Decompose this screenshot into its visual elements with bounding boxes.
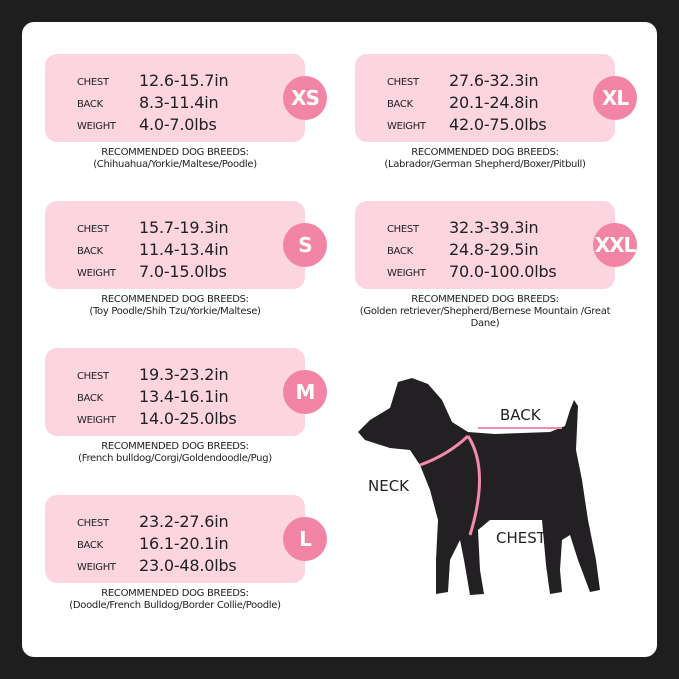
size-badge: XS: [283, 76, 327, 120]
weight-row: WEIGHT 23.0-48.0lbs: [77, 553, 277, 575]
breeds-list: (Toy Poodle/Shih Tzu/Yorkie/Maltese): [89, 306, 261, 317]
weight-label: WEIGHT: [77, 562, 116, 573]
size-block-m: CHEST 19.3-23.2in BACK 13.4-16.1in WEIGHT 14.…: [45, 348, 335, 465]
back-label: BACK: [387, 99, 413, 110]
size-block-xxl: CHEST 32.3-39.3in BACK 24.8-29.5in WEIGHT 70.…: [355, 201, 645, 330]
size-badge: S: [283, 223, 327, 267]
back-row: BACK 13.4-16.1in: [77, 384, 277, 406]
back-label: BACK: [77, 246, 103, 257]
size-card: CHEST 27.6-32.3in BACK 20.1-24.8in WEIGHT 42.…: [355, 54, 637, 142]
chest-row: CHEST 27.6-32.3in: [387, 68, 587, 90]
breeds-heading: RECOMMENDED DOG BREEDS:: [411, 147, 559, 158]
weight-label: WEIGHT: [77, 121, 116, 132]
neck-label: NECK: [368, 477, 410, 495]
size-badge: L: [283, 517, 327, 561]
back-label: BACK: [387, 246, 413, 257]
chest-value: 32.3-39.3in: [449, 218, 539, 237]
size-badge: XXL: [593, 223, 637, 267]
weight-row: WEIGHT 7.0-15.0lbs: [77, 259, 277, 281]
size-block-xl: CHEST 27.6-32.3in BACK 20.1-24.8in WEIGHT 42.…: [355, 54, 645, 171]
size-block-l: CHEST 23.2-27.6in BACK 16.1-20.1in WEIGHT 23.…: [45, 495, 335, 612]
weight-value: 23.0-48.0lbs: [139, 556, 237, 575]
breeds-heading: RECOMMENDED DOG BREEDS:: [411, 294, 559, 305]
recommended-breeds: RECOMMENDED DOG BREEDS: (Toy Poodle/Shih …: [45, 294, 305, 318]
weight-label: WEIGHT: [387, 121, 426, 132]
weight-value: 70.0-100.0lbs: [449, 262, 557, 281]
breeds-heading: RECOMMENDED DOG BREEDS:: [101, 588, 249, 599]
back-value: 16.1-20.1in: [139, 534, 229, 553]
recommended-breeds: RECOMMENDED DOG BREEDS: (Labrador/German …: [355, 147, 615, 171]
size-block-s: CHEST 15.7-19.3in BACK 11.4-13.4in WEIGHT 7.0…: [45, 201, 335, 318]
size-card: CHEST 15.7-19.3in BACK 11.4-13.4in WEIGHT 7.0…: [45, 201, 327, 289]
chest-value: 27.6-32.3in: [449, 71, 539, 90]
chest-label: CHEST: [77, 224, 109, 235]
weight-value: 7.0-15.0lbs: [139, 262, 227, 281]
back-value: 13.4-16.1in: [139, 387, 229, 406]
breeds-heading: RECOMMENDED DOG BREEDS:: [101, 294, 249, 305]
back-row: BACK 20.1-24.8in: [387, 90, 587, 112]
chest-value: 15.7-19.3in: [139, 218, 229, 237]
weight-row: WEIGHT 70.0-100.0lbs: [387, 259, 587, 281]
back-row: BACK 11.4-13.4in: [77, 237, 277, 259]
chest-label: CHEST: [387, 77, 419, 88]
chest-label: CHEST: [496, 529, 546, 547]
breeds-list: (Labrador/German Shepherd/Boxer/Pitbull): [384, 159, 586, 170]
recommended-breeds: RECOMMENDED DOG BREEDS: (French bulldog/C…: [45, 441, 305, 465]
breeds-list: (Golden retriever/Shepherd/Bernese Mount…: [359, 306, 611, 329]
chest-label: CHEST: [77, 371, 109, 382]
size-block-xs: CHEST 12.6-15.7in BACK 8.3-11.4in WEIGHT 4.0-…: [45, 54, 335, 171]
chest-row: CHEST 32.3-39.3in: [387, 215, 587, 237]
weight-value: 4.0-7.0lbs: [139, 115, 217, 134]
neck-strap: [419, 434, 470, 467]
back-row: BACK 16.1-20.1in: [77, 531, 277, 553]
weight-row: WEIGHT 42.0-75.0lbs: [387, 112, 587, 134]
chest-row: CHEST 23.2-27.6in: [77, 509, 277, 531]
size-card: CHEST 23.2-27.6in BACK 16.1-20.1in WEIGHT 23.…: [45, 495, 327, 583]
breeds-heading: RECOMMENDED DOG BREEDS:: [101, 441, 249, 452]
chest-strap: [466, 435, 482, 536]
chest-label: CHEST: [77, 518, 109, 529]
chest-label: CHEST: [387, 224, 419, 235]
chest-value: 23.2-27.6in: [139, 512, 229, 531]
breeds-list: (Doodle/French Bulldog/Border Collie/Poo…: [69, 600, 281, 611]
weight-value: 42.0-75.0lbs: [449, 115, 547, 134]
back-label: BACK: [77, 393, 103, 404]
chest-row: CHEST 12.6-15.7in: [77, 68, 277, 90]
weight-row: WEIGHT 14.0-25.0lbs: [77, 406, 277, 428]
dog-silhouette: [358, 378, 600, 595]
chest-row: CHEST 19.3-23.2in: [77, 362, 277, 384]
back-value: 20.1-24.8in: [449, 93, 539, 112]
weight-label: WEIGHT: [77, 415, 116, 426]
size-card: CHEST 19.3-23.2in BACK 13.4-16.1in WEIGHT 14.…: [45, 348, 327, 436]
size-badge: M: [283, 370, 327, 414]
recommended-breeds: RECOMMENDED DOG BREEDS: (Doodle/French Bu…: [45, 588, 305, 612]
recommended-breeds: RECOMMENDED DOG BREEDS: (Golden retriever…: [355, 294, 615, 330]
breeds-heading: RECOMMENDED DOG BREEDS:: [101, 147, 249, 158]
back-value: 24.8-29.5in: [449, 240, 539, 259]
chest-row: CHEST 15.7-19.3in: [77, 215, 277, 237]
back-label: BACK: [500, 406, 541, 424]
chest-value: 19.3-23.2in: [139, 365, 229, 384]
size-badge: XL: [593, 76, 637, 120]
weight-value: 14.0-25.0lbs: [139, 409, 237, 428]
weight-label: WEIGHT: [387, 268, 426, 279]
back-row: BACK 8.3-11.4in: [77, 90, 277, 112]
back-label: BACK: [77, 540, 103, 551]
chest-value: 12.6-15.7in: [139, 71, 229, 90]
chest-label: CHEST: [77, 77, 109, 88]
back-value: 8.3-11.4in: [139, 93, 219, 112]
weight-row: WEIGHT 4.0-7.0lbs: [77, 112, 277, 134]
back-value: 11.4-13.4in: [139, 240, 229, 259]
back-label: BACK: [77, 99, 103, 110]
breeds-list: (Chihuahua/Yorkie/Maltese/Poodle): [93, 159, 257, 170]
recommended-breeds: RECOMMENDED DOG BREEDS: (Chihuahua/Yorkie…: [45, 147, 305, 171]
size-card: CHEST 32.3-39.3in BACK 24.8-29.5in WEIGHT 70.…: [355, 201, 637, 289]
weight-label: WEIGHT: [77, 268, 116, 279]
breeds-list: (French bulldog/Corgi/Goldendoodle/Pug): [78, 453, 272, 464]
size-card: CHEST 12.6-15.7in BACK 8.3-11.4in WEIGHT 4.0-…: [45, 54, 327, 142]
back-row: BACK 24.8-29.5in: [387, 237, 587, 259]
